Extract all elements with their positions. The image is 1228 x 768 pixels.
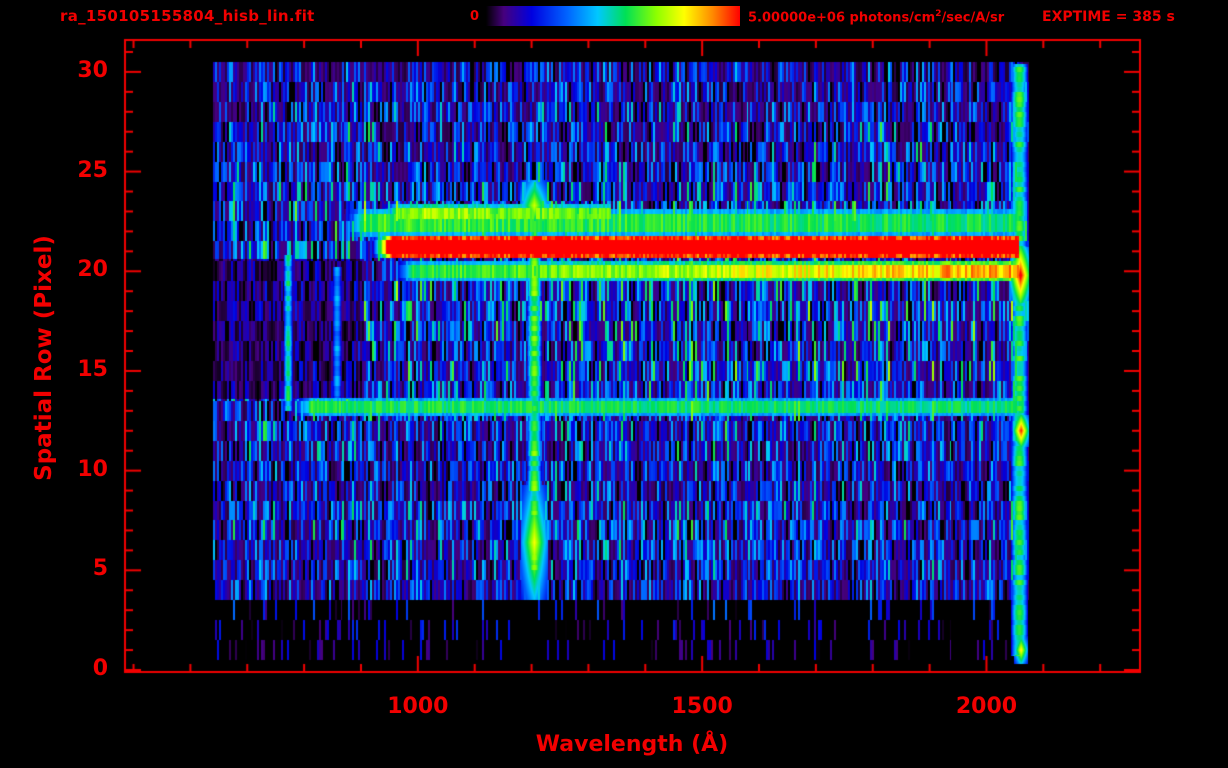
- x-tick-label: 2000: [955, 694, 1018, 719]
- y-tick-label: 25: [77, 157, 108, 183]
- y-axis-title: Spatial Row (Pixel): [31, 235, 57, 481]
- colorbar: [486, 6, 740, 26]
- file-title: ra_150105155804_hisb_lin.fit: [60, 7, 315, 25]
- y-tick-label: 5: [92, 556, 108, 582]
- y-tick-label: 0: [92, 656, 108, 681]
- colorbar-max-value: 5.00000e+06: [748, 10, 846, 26]
- colorbar-units-pre: photons/cm: [849, 10, 936, 26]
- colorbar-max-label: 5.00000e+06 photons/cm2/sec/A/sr: [748, 9, 1004, 25]
- colorbar-units-post: /sec/A/sr: [941, 10, 1005, 26]
- x-tick-label: 1000: [387, 694, 449, 719]
- x-tick-label: 1500: [671, 694, 733, 719]
- y-tick-label: 15: [77, 356, 108, 382]
- colorbar-min-label: 0: [470, 9, 480, 24]
- y-tick-label: 30: [77, 57, 108, 83]
- colorbar-units-sup: 2: [935, 9, 942, 19]
- exptime-label: EXPTIME = 385 s: [1042, 9, 1175, 25]
- y-tick-label: 20: [77, 257, 108, 283]
- x-axis-title: Wavelength (Å): [535, 732, 729, 757]
- y-tick-label: 10: [77, 456, 108, 482]
